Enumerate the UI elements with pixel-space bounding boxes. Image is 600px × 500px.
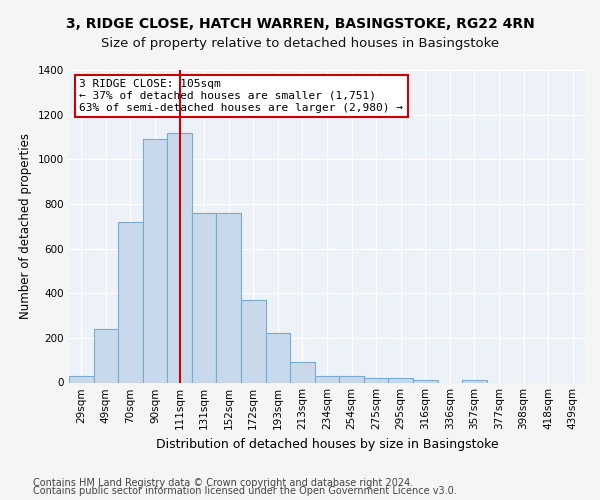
Bar [339, 376, 364, 382]
Bar [94, 329, 118, 382]
Bar [315, 376, 339, 382]
Bar [266, 334, 290, 382]
Bar [143, 139, 167, 382]
X-axis label: Distribution of detached houses by size in Basingstoke: Distribution of detached houses by size … [155, 438, 499, 451]
Bar [290, 362, 315, 382]
Bar [217, 213, 241, 382]
Y-axis label: Number of detached properties: Number of detached properties [19, 133, 32, 320]
Bar [462, 380, 487, 382]
Text: 3 RIDGE CLOSE: 105sqm
← 37% of detached houses are smaller (1,751)
63% of semi-d: 3 RIDGE CLOSE: 105sqm ← 37% of detached … [79, 80, 403, 112]
Bar [167, 132, 192, 382]
Bar [118, 222, 143, 382]
Bar [364, 378, 388, 382]
Text: Contains public sector information licensed under the Open Government Licence v3: Contains public sector information licen… [33, 486, 457, 496]
Bar [192, 213, 217, 382]
Bar [388, 378, 413, 382]
Bar [241, 300, 266, 382]
Text: Size of property relative to detached houses in Basingstoke: Size of property relative to detached ho… [101, 38, 499, 51]
Text: Contains HM Land Registry data © Crown copyright and database right 2024.: Contains HM Land Registry data © Crown c… [33, 478, 413, 488]
Bar [413, 380, 437, 382]
Text: 3, RIDGE CLOSE, HATCH WARREN, BASINGSTOKE, RG22 4RN: 3, RIDGE CLOSE, HATCH WARREN, BASINGSTOK… [65, 18, 535, 32]
Bar [69, 376, 94, 382]
